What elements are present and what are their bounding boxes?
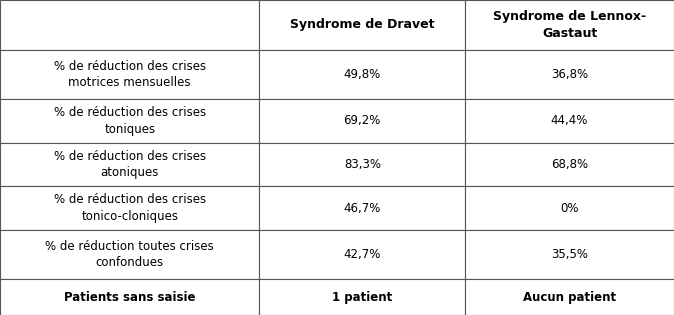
Text: Syndrome de Lennox-
Gastaut: Syndrome de Lennox- Gastaut — [493, 10, 646, 40]
Bar — [0, 230, 259, 279]
Bar — [0, 279, 259, 315]
Text: % de réduction toutes crises
confondues: % de réduction toutes crises confondues — [45, 240, 214, 269]
Bar — [465, 230, 674, 279]
Bar — [465, 143, 674, 186]
Bar — [0, 99, 259, 143]
Text: 1 patient: 1 patient — [332, 291, 392, 304]
Text: Aucun patient: Aucun patient — [523, 291, 616, 304]
Bar — [465, 99, 674, 143]
Text: Syndrome de Dravet: Syndrome de Dravet — [290, 18, 435, 31]
Bar — [465, 186, 674, 230]
Bar — [465, 0, 674, 49]
Text: 49,8%: 49,8% — [344, 68, 381, 81]
Bar — [259, 49, 465, 99]
Text: % de réduction des crises
atoniques: % de réduction des crises atoniques — [54, 150, 206, 179]
Bar — [259, 279, 465, 315]
Text: 35,5%: 35,5% — [551, 248, 588, 261]
Text: 44,4%: 44,4% — [551, 114, 588, 128]
Text: Patients sans saisie: Patients sans saisie — [64, 291, 195, 304]
Text: 36,8%: 36,8% — [551, 68, 588, 81]
Text: 0%: 0% — [560, 202, 579, 215]
Text: 46,7%: 46,7% — [344, 202, 381, 215]
Bar — [259, 143, 465, 186]
Text: 69,2%: 69,2% — [344, 114, 381, 128]
Bar — [0, 143, 259, 186]
Bar — [465, 49, 674, 99]
Bar — [0, 186, 259, 230]
Text: % de réduction des crises
toniques: % de réduction des crises toniques — [54, 106, 206, 136]
Text: 83,3%: 83,3% — [344, 158, 381, 171]
Bar — [0, 49, 259, 99]
Text: 68,8%: 68,8% — [551, 158, 588, 171]
Bar — [259, 186, 465, 230]
Text: 42,7%: 42,7% — [344, 248, 381, 261]
Bar — [259, 0, 465, 49]
Text: % de réduction des crises
tonico-cloniques: % de réduction des crises tonico-cloniqu… — [54, 193, 206, 223]
Bar — [0, 0, 259, 49]
Bar — [259, 230, 465, 279]
Bar — [465, 279, 674, 315]
Bar — [259, 99, 465, 143]
Text: % de réduction des crises
motrices mensuelles: % de réduction des crises motrices mensu… — [54, 60, 206, 89]
